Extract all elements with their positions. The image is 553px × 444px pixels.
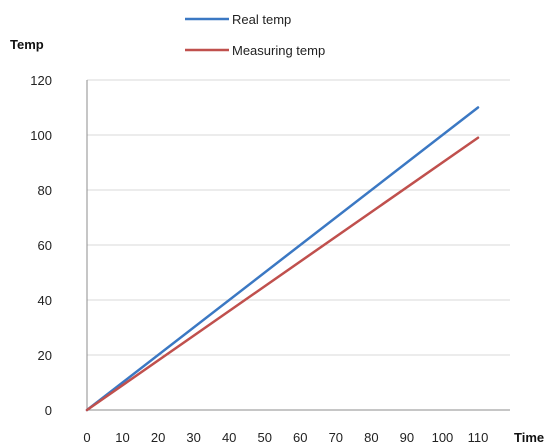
x-tick-label: 60 <box>293 430 307 444</box>
x-tick-labels: 0 10 20 30 40 50 60 70 80 90 100 110 <box>83 430 488 444</box>
x-tick-label: 70 <box>329 430 343 444</box>
legend-label: Measuring temp <box>232 43 325 58</box>
y-tick-label: 100 <box>30 128 52 143</box>
x-tick-label: 80 <box>364 430 378 444</box>
series-lines <box>85 106 480 412</box>
x-axis-title: Time <box>514 430 544 444</box>
series-line-measuring-temp <box>85 136 480 412</box>
axes <box>86 80 510 411</box>
y-tick-label: 80 <box>38 183 52 198</box>
x-tick-label: 100 <box>432 430 454 444</box>
x-tick-label: 10 <box>115 430 129 444</box>
x-tick-label: 20 <box>151 430 165 444</box>
y-tick-labels: 0 20 40 60 80 100 120 <box>30 73 52 418</box>
y-tick-label: 20 <box>38 348 52 363</box>
y-axis-title: Temp <box>10 37 44 52</box>
x-tick-label: 0 <box>83 430 90 444</box>
gridlines <box>87 79 510 356</box>
x-tick-label: 110 <box>468 430 489 444</box>
y-tick-label: 120 <box>30 73 52 88</box>
y-tick-label: 40 <box>38 293 52 308</box>
legend: Real temp Measuring temp <box>185 12 325 58</box>
x-tick-label: 30 <box>186 430 200 444</box>
series-line-real-temp <box>85 106 480 412</box>
y-tick-label: 60 <box>38 238 52 253</box>
legend-label: Real temp <box>232 12 291 27</box>
x-tick-label: 50 <box>257 430 271 444</box>
x-tick-label: 90 <box>400 430 414 444</box>
x-tick-label: 40 <box>222 430 236 444</box>
y-tick-label: 0 <box>45 403 52 418</box>
